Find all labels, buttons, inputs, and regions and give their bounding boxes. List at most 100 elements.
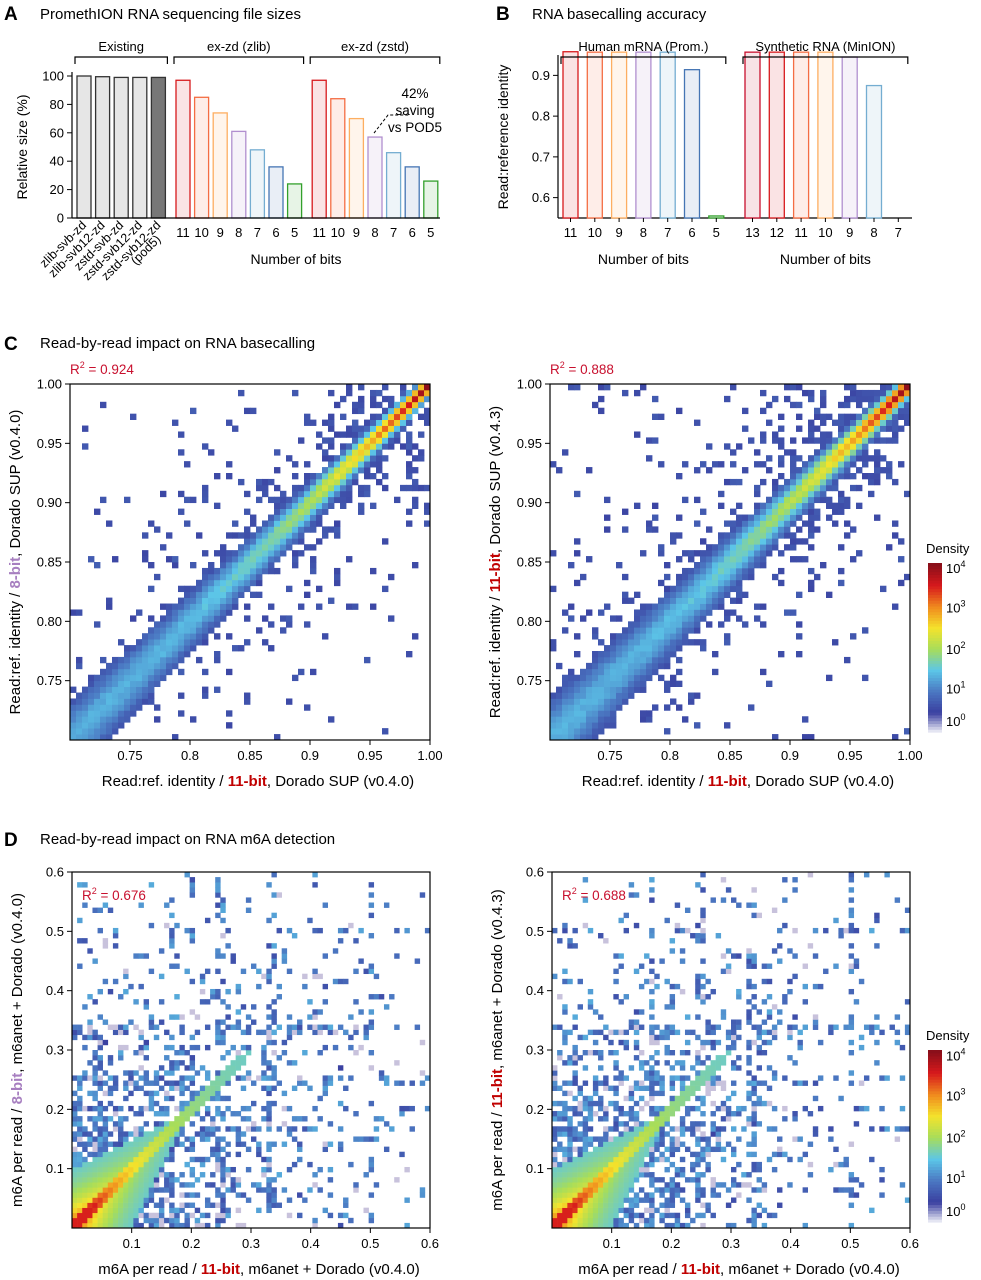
heatmap-cell (664, 627, 671, 634)
heatmap-cell (633, 1080, 640, 1086)
heatmap-cell (712, 651, 719, 658)
colorbar-step (928, 1125, 942, 1130)
heatmap-cell (286, 1014, 293, 1020)
heatmap-cell (700, 983, 706, 990)
heatmap-cell (618, 1197, 624, 1203)
heatmap-cell (608, 1172, 614, 1178)
axis-ylabel-D1: m6A per read / 8-bit, m6anet + Dorado (v… (9, 893, 26, 1207)
heatmap-cell (552, 1100, 558, 1107)
bar-a-7 (212, 112, 228, 219)
heatmap-cell (638, 1095, 645, 1102)
colorbar-tick-c: 100 (946, 712, 965, 729)
heatmap-cell (280, 526, 287, 533)
heatmap-cell (142, 651, 149, 658)
heatmap-cell (790, 461, 797, 468)
heatmap-cell (652, 627, 659, 634)
heatmap-cell (700, 1136, 706, 1142)
heatmap-cell (244, 544, 251, 551)
heatmap-cell (164, 1131, 170, 1137)
heatmap-cell (833, 917, 839, 924)
heatmap-cell (158, 1217, 165, 1224)
heatmap-cell (700, 562, 707, 569)
heatmap-cell (189, 1065, 196, 1071)
heatmap-cell (235, 1182, 242, 1188)
axis-ylabel-C2: Read:ref. identity / 11-bit, Dorado SUP … (487, 406, 504, 718)
heatmap-cell (88, 722, 95, 729)
heatmap-cell (112, 656, 119, 664)
heatmap-cell (148, 692, 155, 699)
heatmap-cell (706, 467, 713, 474)
heatmap-cell (848, 968, 855, 975)
heatmap-cell (664, 1034, 670, 1041)
heatmap-cell (850, 633, 857, 640)
heatmap-cell (304, 621, 311, 628)
heatmap-cell (843, 1161, 849, 1168)
heatmap-cell (266, 978, 272, 985)
heatmap-cell (622, 389, 629, 397)
heatmap-cell (886, 407, 893, 415)
heatmap-cell (710, 1044, 716, 1051)
heatmap-cell (582, 1116, 589, 1122)
heatmap-cell (616, 686, 623, 693)
heatmap-cell (790, 532, 797, 539)
heatmap-cell (72, 1116, 78, 1122)
heatmap-cell (669, 1100, 676, 1107)
heatmap-cell (184, 633, 191, 640)
heatmap-cell (256, 556, 263, 563)
heatmap-cell (340, 502, 347, 509)
heatmap-cell (586, 722, 593, 729)
heatmap-cell (174, 1131, 180, 1137)
heatmap-cell (112, 722, 119, 729)
heatmap-cell (778, 443, 785, 450)
heatmap-cell (613, 953, 619, 959)
heatmap-cell (592, 1009, 599, 1015)
chart-d1-heatmap: 0.1 0.2 0.3 0.4 0.5 0.60.10.20.30.40.50.6m6A … (9, 865, 439, 1279)
heatmap-cell (844, 473, 851, 480)
heatmap-cell (143, 953, 150, 959)
heatmap-cell (832, 473, 839, 480)
heatmap-cell (695, 1197, 701, 1203)
heatmap-cell (572, 1060, 578, 1066)
heatmap-cell (128, 1080, 134, 1086)
heatmap-cell (552, 1172, 558, 1178)
heatmap-cell (695, 988, 701, 995)
colorbar-step (928, 1093, 942, 1098)
heatmap-cell (102, 1116, 109, 1122)
heatmap-cell (77, 1212, 83, 1219)
heatmap-cell (399, 1105, 405, 1112)
heatmap-cell (802, 983, 809, 990)
heatmap-cell (586, 728, 593, 735)
heatmap-cell (556, 692, 563, 699)
heatmap-cell (406, 443, 413, 450)
heatmap-cell (772, 502, 779, 509)
heatmap-cell (562, 1060, 568, 1066)
heatmap-cell (184, 615, 191, 622)
heatmap-cell (266, 1197, 272, 1203)
ticklabel-y-D1: 0.1 (46, 1161, 64, 1176)
heatmap-cell (712, 567, 719, 575)
heatmap-cell (154, 645, 161, 652)
heatmap-cell (644, 1126, 650, 1132)
heatmap-cell (235, 1207, 242, 1214)
heatmap-cell (274, 508, 281, 515)
heatmap-cell (649, 1111, 655, 1117)
heatmap-cell (376, 443, 383, 450)
heatmap-cell (310, 668, 317, 676)
heatmap-cell (94, 692, 101, 699)
heatmap-cell (572, 1187, 578, 1193)
colorbar-tick-d: 100 (946, 1202, 965, 1219)
heatmap-cell (112, 674, 119, 682)
heatmap-cell (669, 1075, 676, 1081)
heatmap-cell (832, 461, 839, 468)
heatmap-cell (406, 431, 413, 438)
heatmap-cell (97, 927, 103, 934)
heatmap-cell (184, 1182, 190, 1188)
heatmap-cell (327, 1177, 334, 1183)
heatmap-cell (628, 1065, 635, 1071)
heatmap-cell (654, 1187, 660, 1193)
heatmap-cell (731, 1034, 737, 1041)
heatmap-cell (194, 1156, 201, 1163)
heatmap-cell (302, 1126, 308, 1132)
heatmap-cell (82, 1187, 88, 1193)
heatmap-cell (316, 484, 323, 492)
